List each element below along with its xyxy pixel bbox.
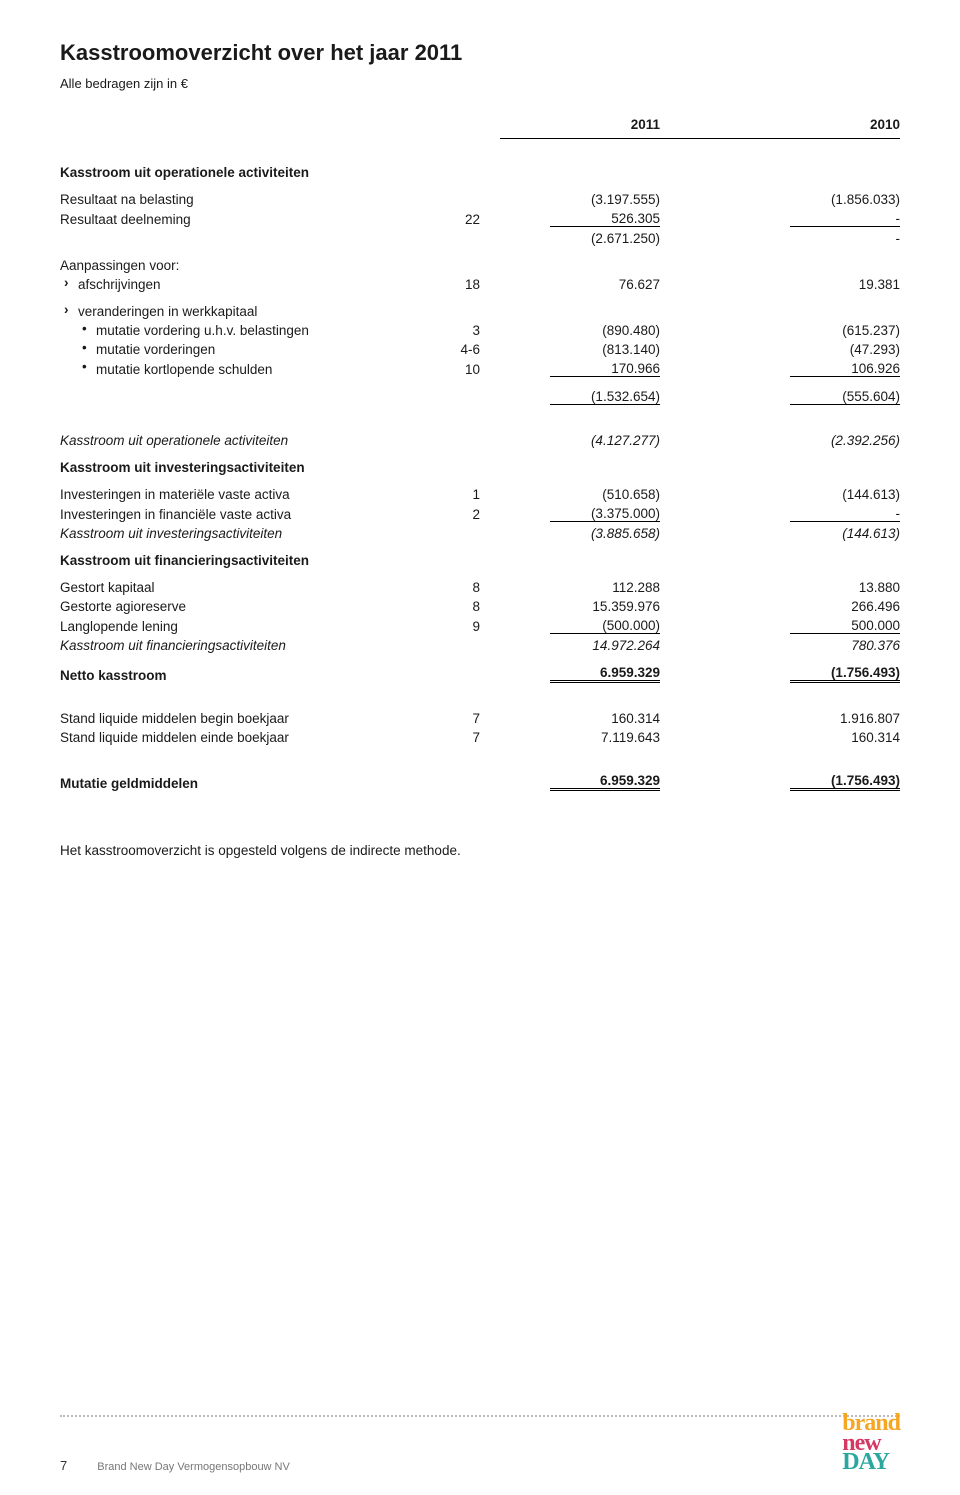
- table-row: Stand liquide middelen einde boekjaar 7 …: [60, 728, 900, 747]
- table-row: (2.671.250) -: [60, 229, 900, 248]
- page-subtitle: Alle bedragen zijn in €: [60, 76, 900, 91]
- footer-text: Brand New Day Vermogensopbouw NV: [97, 1461, 290, 1473]
- table-row: Kasstroom uit operationele activiteiten …: [60, 431, 900, 450]
- table-row: Langlopende lening 9 (500.000) 500.000: [60, 616, 900, 636]
- table-row: Investeringen in financiële vaste activa…: [60, 504, 900, 524]
- cashflow-table: 2011 2010 Kasstroom uit operationele act…: [60, 115, 900, 860]
- section-title: Kasstroom uit investeringsactiviteiten: [60, 458, 440, 477]
- table-row: afschrijvingen 18 76.627 19.381: [60, 275, 900, 294]
- page-container: Kasstroomoverzicht over het jaar 2011 Al…: [0, 0, 960, 1495]
- table-row: Het kasstroomoverzicht is opgesteld volg…: [60, 841, 900, 860]
- table-row: veranderingen in werkkapitaal: [60, 302, 900, 321]
- table-row: Gestorte agioreserve 8 15.359.976 266.49…: [60, 597, 900, 616]
- table-row: (1.532.654) (555.604): [60, 387, 900, 407]
- table-row: mutatie kortlopende schulden 10 170.966 …: [60, 359, 900, 379]
- section-title-row: Kasstroom uit financieringsactiviteiten: [60, 551, 900, 570]
- table-row: Resultaat deelneming 22 526.305 -: [60, 209, 900, 229]
- brand-logo: brand new DAY: [842, 1414, 900, 1473]
- year-2: 2010: [790, 117, 900, 132]
- section-title: Kasstroom uit financieringsactiviteiten: [60, 551, 440, 570]
- page-number: 7: [60, 1458, 67, 1473]
- table-row: Kasstroom uit financieringsactiviteiten …: [60, 636, 900, 655]
- table-header-row: 2011 2010: [60, 115, 900, 139]
- table-row: Kasstroom uit investeringsactiviteiten (…: [60, 524, 900, 543]
- table-row: Netto kasstroom 6.959.329 (1.756.493): [60, 663, 900, 685]
- section-title: Kasstroom uit operationele activiteiten: [60, 163, 440, 182]
- page-footer: 7 Brand New Day Vermogensopbouw NV brand…: [60, 1414, 900, 1473]
- table-row: Investeringen in materiële vaste activa …: [60, 485, 900, 504]
- section-title-row: Kasstroom uit operationele activiteiten: [60, 163, 900, 182]
- section-title-row: Kasstroom uit investeringsactiviteiten: [60, 458, 900, 477]
- page-title: Kasstroomoverzicht over het jaar 2011: [60, 40, 900, 66]
- year-1: 2011: [550, 117, 660, 132]
- table-row: mutatie vorderingen 4-6 (813.140) (47.29…: [60, 340, 900, 359]
- table-row: Resultaat na belasting (3.197.555) (1.85…: [60, 190, 900, 209]
- table-row: Mutatie geldmiddelen 6.959.329 (1.756.49…: [60, 771, 900, 793]
- table-row: Stand liquide middelen begin boekjaar 7 …: [60, 709, 900, 728]
- table-row: mutatie vordering u.h.v. belastingen 3 (…: [60, 321, 900, 340]
- table-row: Gestort kapitaal 8 112.288 13.880: [60, 578, 900, 597]
- table-row: Aanpassingen voor:: [60, 256, 900, 275]
